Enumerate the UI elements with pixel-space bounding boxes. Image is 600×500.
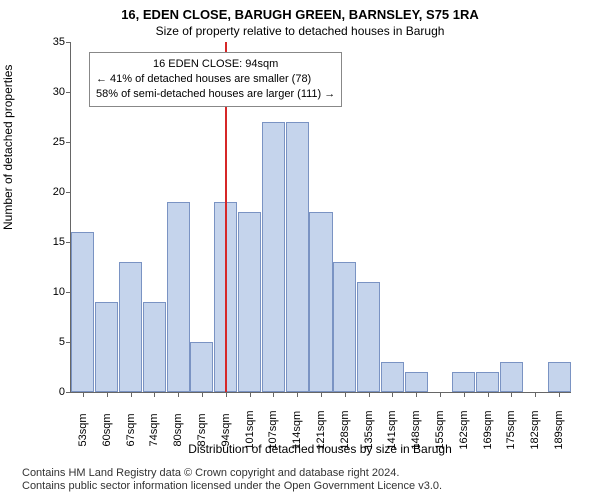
xtick — [511, 392, 512, 397]
ytick-label: 35 — [37, 36, 65, 48]
xtick — [226, 392, 227, 397]
ytick — [66, 192, 71, 193]
annotation-line2: ← 41% of detached houses are smaller (78… — [96, 72, 335, 87]
histogram-bar — [119, 262, 142, 392]
xtick — [202, 392, 203, 397]
xtick — [369, 392, 370, 397]
annotation-line3: 58% of semi-detached houses are larger (… — [96, 87, 335, 102]
annotation-box: 16 EDEN CLOSE: 94sqm← 41% of detached ho… — [89, 52, 342, 107]
histogram-bar — [500, 362, 523, 392]
histogram-bar — [190, 342, 213, 392]
xtick — [178, 392, 179, 397]
xtick — [250, 392, 251, 397]
histogram-bar — [286, 122, 309, 392]
xtick — [559, 392, 560, 397]
ytick-label: 20 — [37, 186, 65, 198]
xtick — [273, 392, 274, 397]
histogram-bar — [333, 262, 356, 392]
copyright-line1: Contains HM Land Registry data © Crown c… — [22, 467, 442, 481]
xtick — [107, 392, 108, 397]
xtick — [464, 392, 465, 397]
histogram-bar — [143, 302, 166, 392]
copyright-text: Contains HM Land Registry data © Crown c… — [22, 467, 442, 495]
ytick-label: 5 — [37, 336, 65, 348]
x-axis-label: Distribution of detached houses by size … — [70, 442, 570, 456]
histogram-bar — [452, 372, 475, 392]
xtick — [83, 392, 84, 397]
xtick — [154, 392, 155, 397]
xtick — [488, 392, 489, 397]
ytick — [66, 342, 71, 343]
histogram-bar — [167, 202, 190, 392]
ytick-label: 0 — [37, 386, 65, 398]
xtick — [416, 392, 417, 397]
histogram-bar — [357, 282, 380, 392]
xtick — [440, 392, 441, 397]
histogram-bar — [548, 362, 571, 392]
xtick — [535, 392, 536, 397]
copyright-line2: Contains public sector information licen… — [22, 480, 442, 494]
histogram-bar — [71, 232, 94, 392]
histogram-chart: 0510152025303553sqm60sqm67sqm74sqm80sqm8… — [70, 42, 571, 393]
histogram-bar — [476, 372, 499, 392]
title-address: 16, EDEN CLOSE, BARUGH GREEN, BARNSLEY, … — [0, 7, 600, 22]
ytick — [66, 142, 71, 143]
xtick — [321, 392, 322, 397]
ytick — [66, 392, 71, 393]
ytick — [66, 292, 71, 293]
histogram-bar — [238, 212, 261, 392]
xtick — [297, 392, 298, 397]
xtick — [345, 392, 346, 397]
ytick — [66, 92, 71, 93]
ytick — [66, 242, 71, 243]
xtick — [131, 392, 132, 397]
histogram-bar — [381, 362, 404, 392]
ytick-label: 25 — [37, 136, 65, 148]
title-subtitle: Size of property relative to detached ho… — [0, 24, 600, 38]
ytick-label: 15 — [37, 236, 65, 248]
xtick — [392, 392, 393, 397]
histogram-bar — [95, 302, 118, 392]
histogram-bar — [405, 372, 428, 392]
ytick-label: 10 — [37, 286, 65, 298]
ytick-label: 30 — [37, 86, 65, 98]
histogram-bar — [262, 122, 285, 392]
y-axis-label: Number of detached properties — [1, 65, 15, 230]
annotation-line1: 16 EDEN CLOSE: 94sqm — [96, 57, 335, 72]
histogram-bar — [309, 212, 332, 392]
ytick — [66, 42, 71, 43]
